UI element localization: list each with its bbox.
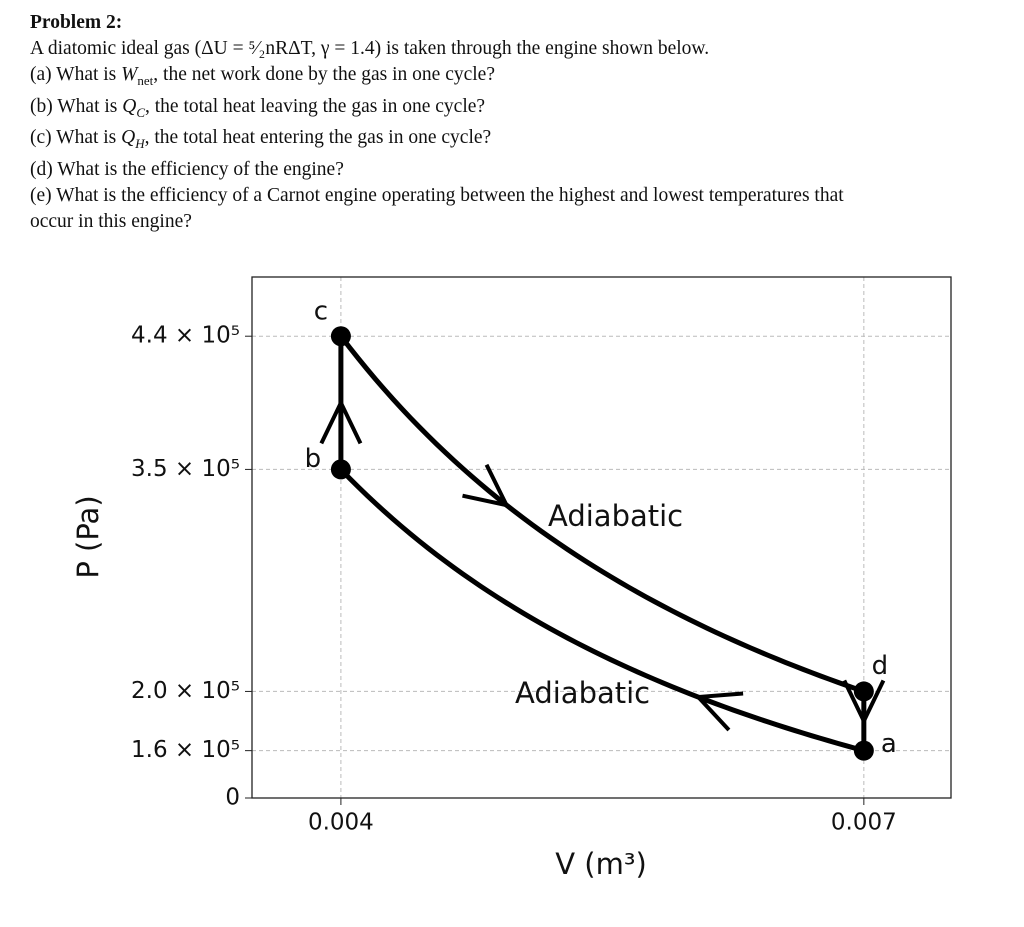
symbol-subscript: C [136,104,146,120]
x-tick-label: 0.004 [308,810,374,836]
state-point [330,326,351,347]
question-text: (c) What is [30,127,122,149]
point-label: a [881,729,897,759]
question-text: , the net work done by the gas in one cy… [153,63,495,85]
problem-text: Problem 2: A diatomic ideal gas (ΔU = ⁵⁄… [30,10,844,235]
process-line [338,334,865,694]
state-point [853,740,874,761]
question: (a) What is Wnet, the net work done by t… [30,62,844,94]
direction-arrow [462,463,511,508]
question: (e) What is the efficiency of a Carnot e… [30,183,844,209]
direction-arrow [319,398,363,445]
question-text: , the total heat leaving the gas in one … [145,95,486,117]
state-point [853,681,874,702]
question-text: , the total heat entering the gas in one… [144,127,492,149]
plot-frame [251,276,952,799]
point-label: d [872,651,889,681]
question: occur in this engine? [30,209,844,235]
question-text: (e) What is the efficiency of a Carnot e… [30,185,844,207]
direction-arrow [693,691,744,732]
y-axis-label: P (Pa) [71,495,105,578]
annotation: Adiabatic [515,676,650,710]
point-label: c [314,297,328,327]
symbol-subscript: H [135,136,145,152]
direction-arrow [842,679,886,726]
question-text: occur in this engine? [30,211,192,233]
intro: A diatomic ideal gas (ΔU = ⁵⁄₂nRΔT, γ = … [30,37,710,59]
question: (c) What is QH, the total heat entering … [30,125,844,157]
y-tick-label: 1.6 × 10⁵ [131,737,240,763]
question-text: (a) What is [30,63,122,85]
symbol-subscript: net [137,72,154,88]
question: (b) What is QC, the total heat leaving t… [30,94,844,126]
symbol: Q [122,95,137,117]
symbol: W [121,63,138,85]
question-text: (d) What is the efficiency of the engine… [30,159,344,181]
state-point [330,459,351,480]
y-tick-label: 2.0 × 10⁵ [131,678,240,704]
point-label: b [305,444,322,474]
y-tick-label: 3.5 × 10⁵ [131,456,240,482]
question-text: (b) What is [30,95,123,117]
question: (d) What is the efficiency of the engine… [30,157,844,183]
process-line [339,467,865,754]
x-tick-label: 0.007 [831,810,897,836]
symbol: Q [121,127,136,149]
y-tick-label: 4.4 × 10⁵ [131,323,240,349]
heading: Problem 2: [30,12,123,33]
x-axis-label: V (m³) [555,847,647,881]
y-tick-label: 0 [225,785,240,811]
annotation: Adiabatic [548,499,683,533]
